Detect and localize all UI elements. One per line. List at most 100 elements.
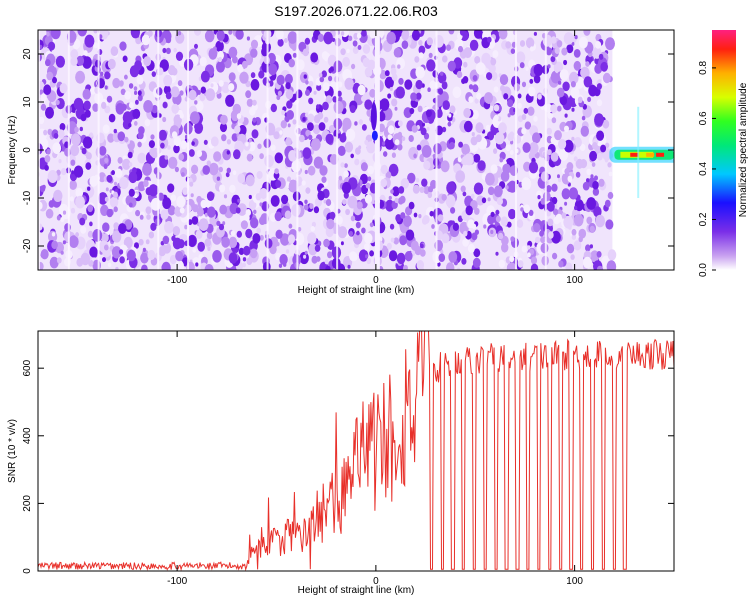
- heatmap-cell: [460, 185, 466, 193]
- heatmap-cell: [40, 103, 47, 111]
- heatmap-cell: [501, 235, 509, 246]
- heatmap-cell: [259, 202, 263, 207]
- heatmap-cell: [39, 185, 46, 193]
- heatmap-cell: [523, 107, 529, 114]
- heatmap-cell: [415, 66, 426, 79]
- heatmap-cell: [313, 156, 324, 169]
- heatmap-cell: [121, 103, 127, 111]
- heatmap-cell: [596, 251, 602, 258]
- heatmap-cell: [581, 115, 586, 121]
- heatmap-cell: [71, 170, 75, 175]
- heatmap-cell: [74, 126, 79, 133]
- heatmap-cell: [537, 195, 541, 200]
- heatmap-cell: [238, 124, 247, 136]
- heatmap-cell: [124, 136, 129, 143]
- heatmap-cell: [193, 121, 204, 134]
- heatmap-cell: [383, 151, 388, 157]
- heatmap-cell: [174, 166, 179, 173]
- heatmap-cell: [333, 100, 344, 114]
- heatmap-cell: [141, 264, 148, 270]
- heatmap-cell: [48, 200, 55, 208]
- heatmap-cell: [156, 87, 163, 96]
- heatmap-cell: [387, 93, 392, 99]
- heatmap-cell: [226, 139, 231, 145]
- heatmap-cell: [573, 240, 582, 251]
- heatmap-cell: [554, 130, 562, 141]
- heatmap-cell: [104, 85, 108, 90]
- heatmap-cell: [43, 84, 52, 95]
- heatmap-cell: [119, 249, 124, 255]
- heatmap-cell: [523, 161, 531, 172]
- heatmap-feature-blob: [370, 102, 377, 131]
- heatmap-gap-column: [515, 30, 517, 270]
- heatmap-cell: [462, 238, 469, 247]
- heatmap-cell: [545, 103, 553, 113]
- heatmap-cell: [128, 102, 134, 109]
- heatmap-cell: [288, 58, 296, 68]
- heatmap-cell: [485, 124, 491, 131]
- heatmap-cell: [586, 197, 597, 210]
- heatmap-cell: [430, 179, 437, 189]
- heatmap-cell: [51, 232, 56, 237]
- heatmap-cell: [127, 151, 133, 159]
- heatmap-cell: [111, 46, 116, 51]
- heatmap-cell: [46, 148, 51, 155]
- heatmap-cell: [558, 148, 569, 161]
- heatmap-cell: [598, 178, 605, 187]
- heatmap-cell: [119, 256, 125, 264]
- heatmap-cell: [427, 191, 433, 199]
- heatmap-cell: [137, 94, 143, 102]
- heatmap-cell: [415, 177, 420, 183]
- heatmap-cell: [547, 218, 554, 227]
- heatmap-cell: [547, 201, 555, 212]
- heatmap-cell: [522, 142, 531, 153]
- heatmap-cell: [316, 104, 320, 109]
- heatmap-cell: [134, 121, 138, 126]
- heatmap-cell: [510, 48, 516, 54]
- heatmap-cell: [358, 249, 369, 262]
- heatmap-cell: [530, 263, 539, 270]
- heatmap-cell: [440, 160, 450, 173]
- heatmap-cell: [399, 235, 407, 246]
- heatmap-cell: [302, 48, 309, 57]
- heatmap-cell: [287, 123, 291, 128]
- heatmap-cell: [600, 61, 608, 72]
- heatmap-cell: [379, 98, 390, 111]
- heatmap-cell: [559, 95, 568, 106]
- heatmap-cell: [46, 31, 50, 37]
- heatmap-cell: [364, 194, 373, 204]
- heatmap-cell: [499, 157, 504, 163]
- heatmap-cell: [323, 199, 327, 204]
- heatmap-cell: [592, 142, 598, 150]
- heatmap-cell: [547, 64, 551, 69]
- heatmap-cell: [228, 72, 236, 82]
- heatmap-cell: [236, 230, 242, 238]
- heatmap-cell: [507, 99, 514, 108]
- heatmap-cell: [147, 249, 156, 261]
- heatmap-cell: [313, 206, 320, 214]
- heatmap-cell: [61, 168, 67, 176]
- heatmap-cell: [276, 242, 280, 247]
- heatmap-cell: [56, 257, 62, 264]
- heatmap-cell: [274, 211, 282, 222]
- heatmap-cell: [104, 157, 109, 164]
- heatmap-cell: [458, 45, 463, 53]
- heatmap-cell: [264, 238, 273, 249]
- heatmap-cell: [413, 153, 417, 159]
- heatmap-cell: [365, 254, 369, 259]
- heatmap-cell: [291, 45, 297, 51]
- heatmap-cell: [490, 164, 498, 174]
- heatmap-cell: [596, 130, 605, 141]
- heatmap-cell: [161, 265, 165, 270]
- heatmap-cell: [459, 221, 469, 235]
- heatmap-cell: [339, 133, 347, 143]
- heatmap-cell: [422, 122, 425, 127]
- heatmap-cell: [164, 221, 174, 234]
- heatmap-cell: [119, 176, 129, 190]
- heatmap-cell: [53, 189, 63, 202]
- heatmap-cell: [87, 204, 94, 213]
- heatmap-cell: [380, 164, 388, 175]
- heatmap-cell: [391, 73, 398, 82]
- heatmap-cell: [151, 105, 158, 114]
- heatmap-cell: [245, 90, 252, 99]
